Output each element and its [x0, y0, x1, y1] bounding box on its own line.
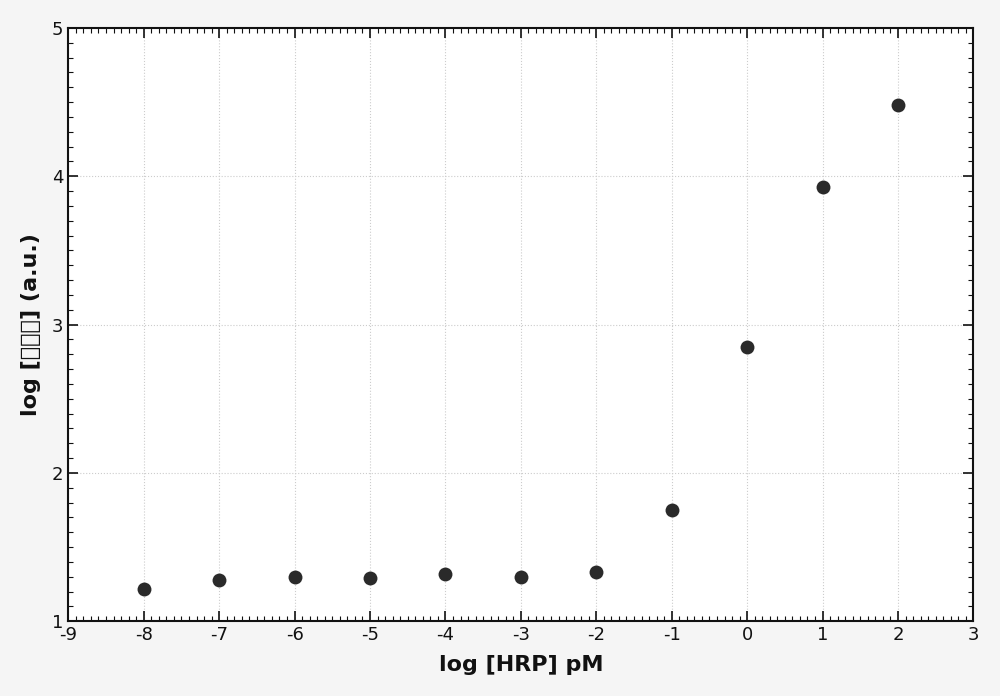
- Point: [136, 583, 152, 594]
- Y-axis label: log [读出器] (a.u.): log [读出器] (a.u.): [21, 233, 41, 416]
- Point: [513, 571, 529, 583]
- Point: [362, 573, 378, 584]
- Point: [287, 571, 303, 583]
- Point: [815, 181, 831, 192]
- Point: [664, 505, 680, 516]
- Point: [739, 341, 755, 352]
- Point: [588, 567, 604, 578]
- Point: [890, 100, 906, 111]
- Point: [211, 574, 227, 585]
- Point: [437, 568, 453, 579]
- X-axis label: log [HRP] pM: log [HRP] pM: [439, 655, 603, 675]
